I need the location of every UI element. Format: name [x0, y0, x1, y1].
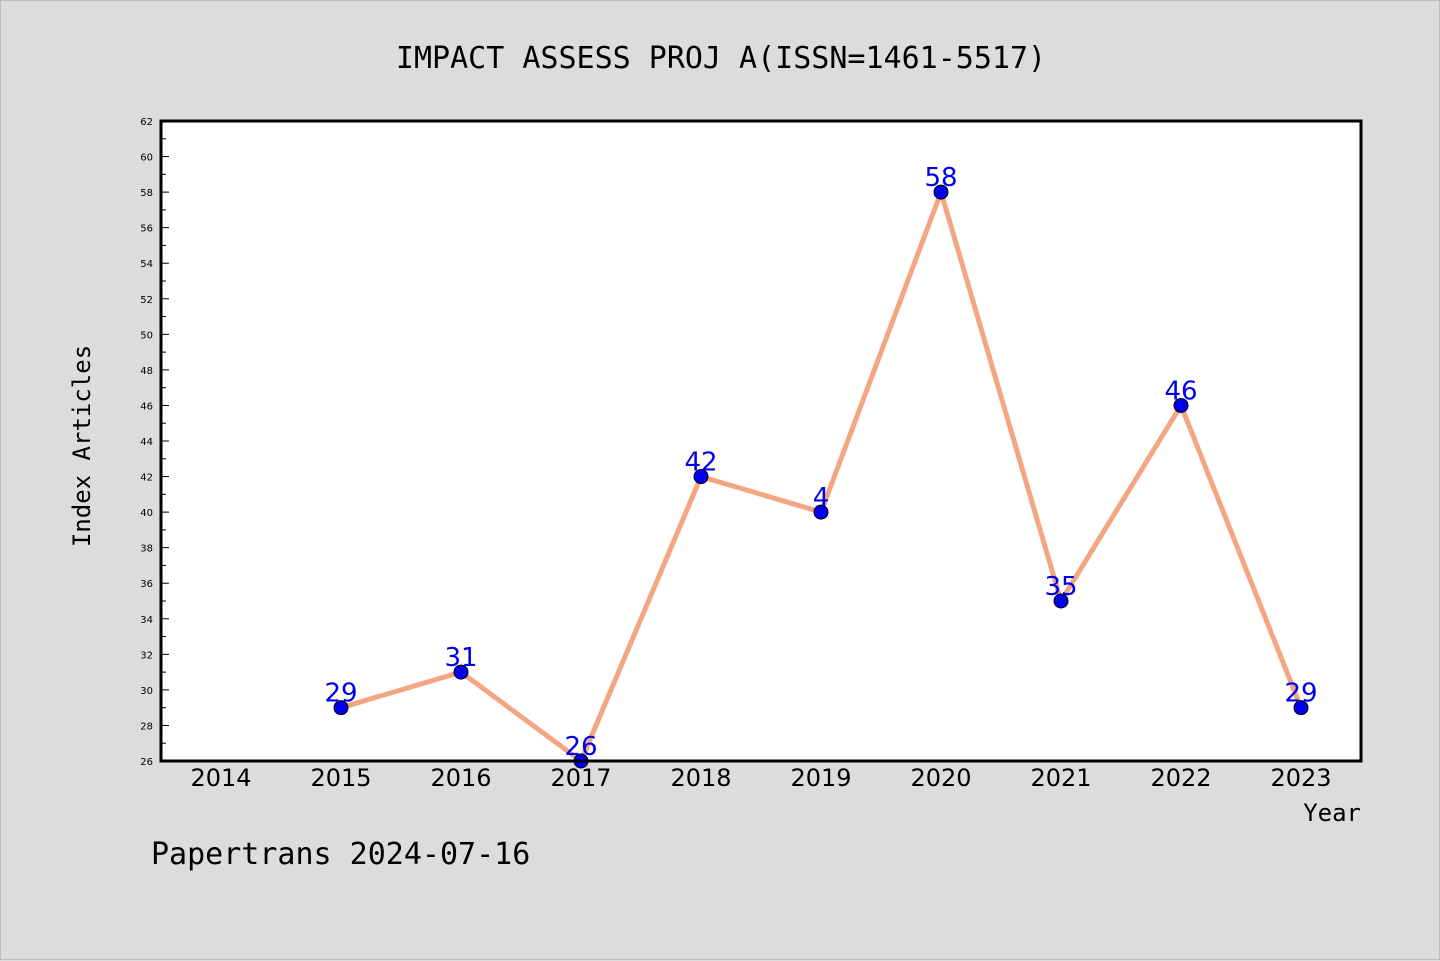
x-tick-label: 2023 — [1270, 764, 1331, 792]
y-tick-label: 40 — [140, 508, 153, 519]
data-label: 4 — [813, 483, 830, 513]
y-tick-label: 32 — [140, 650, 153, 661]
x-tick-label: 2021 — [1030, 764, 1091, 792]
chart-title: IMPACT ASSESS PROJ A(ISSN=1461-5517) — [396, 41, 1046, 76]
footer-text: Papertrans 2024-07-16 — [151, 837, 530, 872]
y-tick-label: 54 — [140, 259, 153, 270]
x-tick-label: 2017 — [550, 764, 611, 792]
data-point — [933, 184, 949, 200]
data-label: 29 — [1284, 679, 1317, 709]
y-tick-label: 50 — [140, 330, 153, 341]
data-point — [1053, 593, 1069, 609]
x-tick-label: 2022 — [1150, 764, 1211, 792]
y-tick-label: 28 — [140, 721, 153, 732]
data-point — [813, 504, 829, 520]
y-tick-label: 44 — [140, 437, 153, 448]
data-label: 29 — [324, 679, 357, 709]
y-tick-label: 48 — [140, 366, 153, 377]
data-point — [693, 469, 709, 485]
y-tick-label: 58 — [140, 188, 153, 199]
y-tick-label: 36 — [140, 579, 153, 590]
plot-border — [159, 119, 1363, 763]
y-tick-label: 38 — [140, 544, 153, 555]
data-label: 35 — [1044, 572, 1077, 602]
data-point — [453, 664, 469, 680]
y-tick-label: 42 — [140, 473, 153, 484]
x-tick-label: 2020 — [910, 764, 971, 792]
data-label: 31 — [444, 643, 477, 673]
x-axis: 2014 2015 2016 2017 2018 2019 2020 2021 2022 2023 — [190, 764, 1331, 792]
x-axis-label: Year — [1303, 799, 1361, 827]
y-tick-label: 60 — [140, 153, 153, 164]
y-axis: 26 28 30 32 34 36 38 40 42 44 46 48 50 52 54 56 58 60 62 — [140, 117, 169, 768]
data-label: 46 — [1164, 376, 1197, 406]
data-label: 26 — [564, 732, 597, 762]
data-point — [333, 700, 349, 716]
series: 29 31 26 42 4 58 35 46 29 — [324, 163, 1318, 769]
y-tick-label: 62 — [140, 117, 153, 128]
y-tick-label: 26 — [140, 757, 153, 768]
data-point — [1173, 397, 1189, 413]
data-label: 58 — [924, 163, 957, 193]
y-tick-label: 56 — [140, 224, 153, 235]
y-tick-label: 34 — [140, 615, 153, 626]
x-tick-label: 2015 — [310, 764, 371, 792]
x-tick-label: 2016 — [430, 764, 491, 792]
y-tick-label: 52 — [140, 295, 153, 306]
plot-area — [161, 121, 1361, 761]
x-tick-label: 2019 — [790, 764, 851, 792]
data-point — [1293, 700, 1309, 716]
x-tick-label: 2014 — [190, 764, 251, 792]
y-axis-label: Index Articles — [68, 345, 96, 547]
y-tick-label: 46 — [140, 401, 153, 412]
x-tick-label: 2018 — [670, 764, 731, 792]
data-label: 42 — [684, 448, 717, 478]
y-tick-label: 30 — [140, 686, 153, 697]
